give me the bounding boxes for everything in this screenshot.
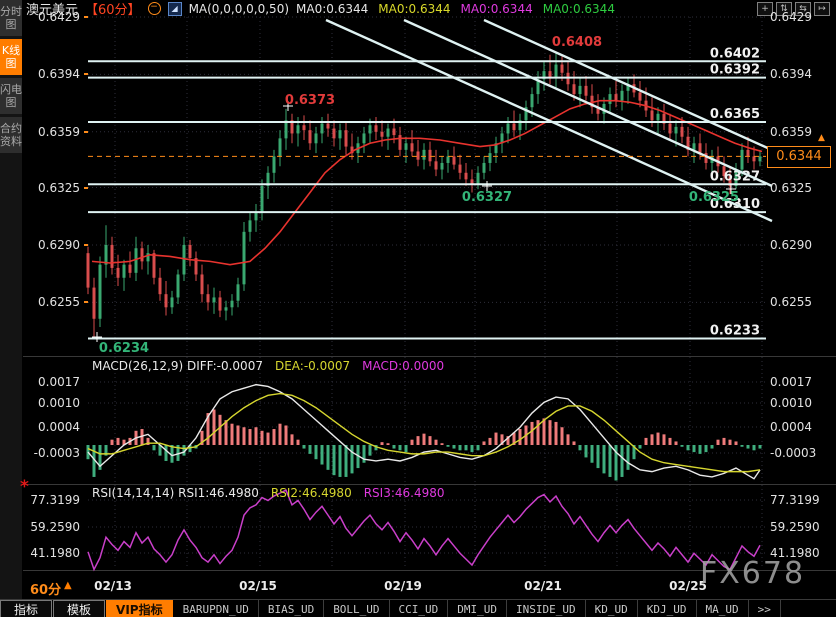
rsi-axis-label: 77.3199	[30, 493, 80, 507]
indicator-toolbar: 指标 模板 VIP指标 BARUPDN_UD BIAS_UD BOLL_UD CCI_UD D…	[0, 599, 836, 617]
rsi-axis-label: 77.3199	[770, 493, 820, 507]
macd-title: MACD(26,12,9) DIFF:-0.0007 DEA:-0.0007 MAC…	[92, 359, 444, 373]
ma-value: MA0:0.6344	[542, 1, 615, 16]
level-label: 0.6365	[710, 107, 760, 122]
axis-tick-mark	[84, 73, 88, 76]
rsi-title-part: RSI(14,14,14) RSI1:46.4980	[92, 486, 259, 500]
macd-axis-label: 0.0004	[38, 420, 80, 434]
price-scroll-arrow-icon[interactable]: ▲	[818, 133, 825, 143]
time-axis-date: 02/21	[524, 579, 562, 593]
rsi-title-part: RSI2:46.4980	[270, 486, 352, 500]
sidebar-item-nav[interactable]: 合约资料	[0, 117, 22, 153]
price-axis-label: 0.6429	[38, 10, 80, 24]
window-icon-group: + ⇅ ⇆ ↦	[757, 2, 830, 16]
rsi-axis-label: 41.1980	[770, 546, 820, 560]
price-annotation: 0.6325	[689, 190, 739, 205]
price-axis-label: 0.6359	[770, 124, 812, 139]
price-annotation: 0.6373	[285, 93, 335, 108]
macd-axis-label: 0.0010	[38, 396, 80, 410]
sidebar-item-nav[interactable]: 分时图	[0, 0, 22, 36]
price-axis-label: 0.6290	[770, 237, 812, 252]
left-sidebar: 分时图 K线图闪电图合约资料	[0, 0, 22, 617]
ma-values: MA0:0.6344 MA0:0.6344 MA0:0.6344 MA0:0.6344	[296, 2, 615, 16]
level-label: 0.6327	[710, 169, 760, 184]
period-label[interactable]: 60分	[30, 583, 62, 598]
period-badge[interactable]: 【60分】	[85, 3, 141, 18]
last-price-badge: 0.6344	[767, 146, 831, 168]
scale-horizontal-icon[interactable]: ⇆	[795, 2, 811, 16]
toolbar-tab[interactable]: KD_UD	[586, 600, 638, 617]
ma-formula: MA(0,0,0,0,0,50)	[188, 1, 290, 16]
price-axis-label: 0.6394	[770, 67, 812, 82]
alert-star-icon: *	[20, 477, 29, 497]
axis-tick-mark	[84, 301, 88, 304]
price-axis-label: 0.6394	[38, 67, 80, 82]
toolbar-tab[interactable]: INSIDE_UD	[507, 600, 586, 617]
time-axis-date: 02/13	[94, 579, 132, 593]
price-axis-label: 0.6255	[770, 295, 812, 310]
rsi-axis-label: 59.2590	[30, 520, 80, 534]
level-label: 0.6233	[710, 323, 760, 338]
macd-title-part: MACD:0.0000	[362, 359, 445, 373]
axis-tick-mark	[84, 130, 88, 133]
chart-header: 澳元美元 【60分】 − ◢ MA(0,0,0,0,0,50) MA0:0.63…	[26, 0, 696, 18]
time-axis-date: 02/19	[384, 579, 422, 593]
rsi-title-part: RSI3:46.4980	[363, 486, 445, 500]
zoom-out-icon[interactable]: −	[147, 2, 161, 15]
macd-title-part: MACD(26,12,9) DIFF:-0.0007	[92, 359, 263, 373]
crosshair-icon[interactable]: +	[757, 2, 773, 16]
toolbar-tab[interactable]: CCI_UD	[390, 600, 449, 617]
toolbar-tab[interactable]: >>	[749, 600, 781, 617]
toolbar-tab-vip[interactable]: VIP指标	[106, 600, 173, 617]
time-axis-date: 02/25	[669, 579, 707, 593]
toolbar-tab[interactable]: BOLL_UD	[324, 600, 390, 617]
price-annotation: 0.6327	[462, 190, 512, 205]
watermark: FX678	[700, 556, 806, 591]
toolbar-tab[interactable]: MA_UD	[697, 600, 749, 617]
rsi-axis-label: 59.2590	[770, 520, 820, 534]
macd-axis-label: -0.0003	[33, 446, 80, 460]
ma-value: MA0:0.6344	[460, 1, 533, 16]
macd-axis-label: 0.0010	[770, 396, 812, 410]
period-arrow-icon[interactable]: ▲	[64, 580, 72, 591]
price-axis-label: 0.6429	[770, 10, 812, 24]
macd-title-part: DEA:-0.0007	[274, 359, 351, 373]
ma-value: MA0:0.6344	[378, 1, 451, 16]
toolbar-tab[interactable]: 模板	[53, 600, 106, 617]
chart-style-icon[interactable]: ◢	[167, 1, 182, 16]
macd-axis-label: -0.0003	[770, 446, 817, 460]
price-axis-label: 0.6359	[38, 124, 80, 139]
pop-out-icon[interactable]: ↦	[814, 2, 830, 16]
level-label: 0.6402	[710, 46, 760, 61]
rsi-title: RSI(14,14,14) RSI1:46.4980 RSI2:46.4980 RS…	[92, 486, 445, 500]
toolbar-tab[interactable]: 指标	[0, 600, 53, 617]
macd-axis-label: 0.0017	[770, 375, 812, 389]
time-axis-date: 02/15	[239, 579, 277, 593]
macd-axis-label: 0.0017	[38, 375, 80, 389]
axis-tick-mark	[84, 243, 88, 246]
rsi-axis-label: 41.1980	[30, 546, 80, 560]
level-label: 0.6392	[710, 63, 760, 78]
toolbar-tab[interactable]: KDJ_UD	[638, 600, 697, 617]
price-annotation: 0.6408	[552, 35, 602, 50]
toolbar-tab[interactable]: BIAS_UD	[259, 600, 325, 617]
price-axis-label: 0.6255	[38, 295, 80, 310]
toolbar-tab[interactable]: BARUPDN_UD	[174, 600, 259, 617]
price-axis-label: 0.6325	[770, 180, 812, 195]
ma-value: MA0:0.6344	[296, 1, 369, 16]
price-annotation: 0.6234	[99, 341, 149, 356]
price-axis-label: 0.6290	[38, 237, 80, 252]
sidebar-item-nav[interactable]: 闪电图	[0, 78, 22, 114]
axis-tick-mark	[84, 16, 88, 18]
scale-vertical-icon[interactable]: ⇅	[776, 2, 792, 16]
toolbar-tab[interactable]: DMI_UD	[448, 600, 508, 617]
axis-tick-mark	[84, 186, 88, 189]
price-axis-label: 0.6325	[38, 180, 80, 195]
sidebar-item-active[interactable]: K线图	[0, 39, 22, 75]
macd-axis-label: 0.0004	[770, 420, 812, 434]
symbol-title: 澳元美元	[26, 3, 79, 18]
time-axis: 60分 ▲ 02/13 02/15 02/19 02/21 02/25	[0, 571, 836, 599]
